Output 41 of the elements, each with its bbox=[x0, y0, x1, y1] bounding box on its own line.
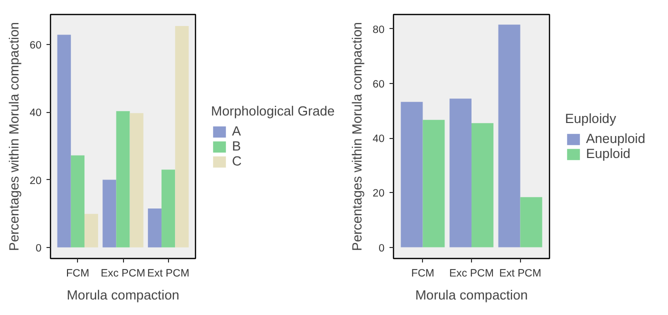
x-tick-label: Exc PCM bbox=[100, 268, 146, 280]
x-tick-label: Exc PCM bbox=[449, 268, 494, 280]
bar bbox=[175, 26, 189, 248]
x-tick-label: FCM bbox=[411, 268, 434, 280]
legend-label: A bbox=[232, 124, 242, 138]
bar bbox=[472, 123, 494, 248]
bar bbox=[450, 98, 472, 248]
y-tick-label: 0 bbox=[378, 242, 385, 254]
y-axis-title: Percentages within Morula compaction bbox=[6, 22, 22, 251]
y-tick-label: 80 bbox=[372, 24, 385, 36]
legend-title: Euploidy bbox=[565, 111, 618, 126]
bar bbox=[102, 180, 116, 248]
y-tick-label: 40 bbox=[30, 107, 42, 120]
bar bbox=[520, 197, 542, 248]
legend-label: Aneuploid bbox=[586, 131, 646, 146]
x-axis-title: Morula compaction bbox=[415, 288, 528, 302]
bar bbox=[162, 170, 176, 248]
y-tick-label: 60 bbox=[30, 40, 42, 52]
bar bbox=[400, 102, 423, 248]
y-tick-label: 0 bbox=[36, 242, 42, 254]
bar bbox=[84, 214, 98, 248]
bar bbox=[422, 120, 445, 248]
y-tick-label: 40 bbox=[372, 133, 385, 146]
x-tick-label: FCM bbox=[66, 268, 90, 280]
y-tick-label: 20 bbox=[372, 188, 385, 200]
y-axis-title: Percentages within Morula compaction bbox=[350, 22, 365, 251]
legend-label: B bbox=[232, 138, 242, 154]
x-tick-label: Ext PCM bbox=[499, 268, 542, 280]
x-tick-label: Ext PCM bbox=[147, 268, 190, 280]
legend-label: Euploid bbox=[586, 146, 630, 161]
legend-title: Morphological Grade bbox=[211, 104, 335, 118]
bar bbox=[70, 155, 84, 248]
y-tick-label: 20 bbox=[30, 174, 42, 187]
bar bbox=[116, 111, 130, 248]
bar bbox=[148, 208, 162, 248]
bar bbox=[57, 34, 71, 248]
legend-label: C bbox=[232, 154, 243, 168]
bar bbox=[498, 24, 520, 248]
bar bbox=[130, 113, 144, 248]
x-axis-title: Morula compaction bbox=[66, 288, 180, 302]
y-tick-label: 60 bbox=[372, 78, 385, 91]
